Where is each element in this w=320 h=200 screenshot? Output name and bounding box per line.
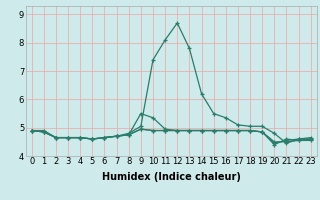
X-axis label: Humidex (Indice chaleur): Humidex (Indice chaleur) [102,172,241,182]
